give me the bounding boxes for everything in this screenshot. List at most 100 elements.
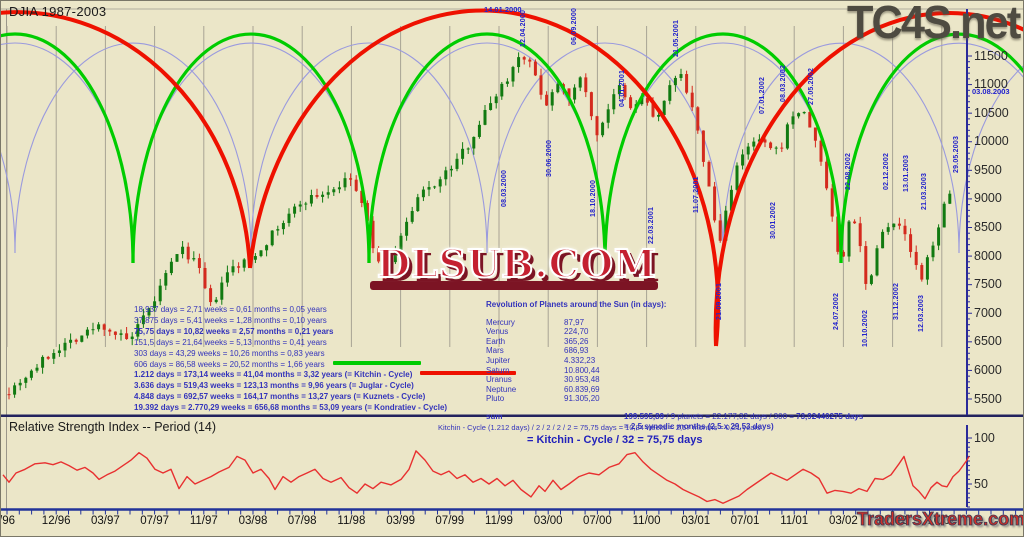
date-annotation-vertical: 11.07.2001 [693,176,700,213]
red-cycle-swatch [420,371,517,376]
red-kitchin-arcs [1,8,1023,347]
date-annotation-vertical: 22.08.2002 [845,152,852,190]
synodic-months-note: = 2,5 synodic months (2,5 x 29,53 days) [624,421,774,431]
cycle-duration-table: 18,937 days = 2,71 weeks = 0,61 months =… [134,305,517,414]
planet-row: Mercury 87,97 [486,318,863,328]
date-annotation-vertical: 24.07.2002 [833,292,840,330]
time-axis-label: 03/98 [238,515,268,527]
price-axis-label: 11000 [974,77,1008,92]
cycle-duration-line: 18,937 days = 2,71 weeks = 0,61 months =… [134,305,327,314]
cycle-duration-line: 303 days = 43,29 weeks = 10,26 months = … [134,348,325,358]
watermark-underline-bar [370,281,658,290]
time-axis-label: 03/02 [829,515,858,527]
planet-name: Mercury [486,317,515,327]
price-axis-label: 8000 [974,248,1002,263]
planet-name: Mars [486,346,504,356]
planet-period-days: 60.839,69 [564,384,600,394]
date-annotation-vertical: 04.01.2001 [619,69,626,107]
rsi-axis-label: 50 [974,476,988,491]
time-axis-label: 07/99 [435,515,465,527]
cycle-duration-line: 1.212 days = 173,14 weeks = 41,04 months… [134,370,517,381]
time-axis-label: 11/01 [780,515,809,527]
time-axis-label: 07/98 [287,515,317,527]
rsi-line [2,450,970,504]
time-axis-label: 07/01 [730,515,760,527]
price-axis-label: 9500 [974,162,1002,177]
date-annotation: 14.01.2000 [484,5,522,14]
sum-result: 73,92440275 days [796,411,864,421]
price-axis-label: 10500 [974,105,1009,120]
cycle-duration-line: 37,875 days = 5,41 weeks = 1,28 months =… [134,315,327,325]
time-axis-label: 03/01 [681,515,711,527]
date-annotation-vertical: 06.09.2000 [571,7,578,45]
price-axis-label: 9000 [974,191,1002,206]
kitchin-cycle-formula: = Kitchin - Cycle / 32 = 75,75 days [527,434,703,446]
date-annotation-vertical: 21.03.2003 [921,172,928,210]
time-axis-label: 03/97 [91,515,120,527]
rsi-axis-label: 100 [974,430,995,445]
price-axis-label: 6000 [974,362,1002,377]
price-axis-label: 5500 [974,391,1002,406]
planet-period-days: 686,93 [564,346,589,356]
date-annotation-vertical: 29.05.2003 [953,135,960,173]
cycle-duration-line: 19.392 days = 2.770,29 weeks = 656,68 mo… [134,403,448,413]
date-annotation-vertical: 27.05.2002 [808,67,815,105]
time-axis-label: /96 [0,515,15,527]
planet-period-days: 4.332,23 [564,355,596,365]
date-annotation-vertical: 18.10.2000 [590,179,597,217]
date-annotation-vertical: 31.12.2002 [893,282,900,320]
planet-rows: Mercury 87,97 Venus 224,70 Earth 365,26 Mars 68… [486,318,863,404]
planet-revolution-table: Revolution of Planets around the Sun (in… [486,300,863,431]
tc4s-logo: TC4S.net [846,0,1021,48]
price-axis-label: 6500 [974,334,1002,349]
date-annotation-vertical: 13.01.2003 [903,154,910,192]
sum-label: sum [486,411,503,421]
time-axis-label: 12/96 [41,515,71,527]
planet-name: Venus [486,327,509,337]
time-axis-label: 11/99 [485,515,513,527]
cycle-duration-line: 75,75 days = 10,82 weeks = 2,57 months =… [134,326,334,336]
planet-period-days: 87,97 [564,317,585,327]
date-annotation-vertical: 30.01.2002 [770,201,777,239]
planet-row: Neptune 60.839,69 [486,385,863,395]
planet-period-days: 30.953,48 [564,375,600,385]
planet-name: Pluto [486,394,505,404]
time-axis-label: 11/98 [337,515,366,527]
sum-total: 199.595,89 [624,411,665,421]
planet-row: Jupiter 4.332,23 [486,356,863,366]
time-axis-label: 10/02 [927,515,957,527]
dlsub-watermark: DLSUB.COM [376,240,657,287]
time-axis-label: 11/97 [189,515,218,527]
price-axis-label: 10000 [974,134,1009,149]
date-annotation-vertical: 21.05.2001 [673,19,680,57]
time-axis-label: 03/00 [533,515,563,527]
time-axis-label: 07/97 [140,515,169,527]
planet-row: Earth 365,26 [486,337,863,347]
grid [6,26,943,347]
time-axis-label: 07/02 [878,515,907,527]
kitchin-cycle-note: Kitchin - Cycle (1.212 days) / 2 / 2 / 2… [438,423,761,432]
axes [1,9,1023,515]
price-axis-label: 11500 [974,48,1008,63]
planet-sum-row: sum 199.595,89 / 9 planets = 22.177,32 da… [486,412,863,422]
tradersxtreme-watermark: TradersXtreme.com [857,509,1024,530]
planet-row: Venus 224,70 [486,327,863,337]
green-cycle-swatch [332,360,421,365]
time-axis-label: 07/00 [583,515,612,527]
planet-table-title: Revolution of Planets around the Sun (in… [486,300,667,309]
planet-name: Neptune [486,384,517,394]
chart-date: 03.08.2003 [972,87,1010,96]
date-annotation-vertical: 12.03.2003 [918,294,925,332]
date-annotation-vertical: 02.12.2002 [883,152,890,190]
cycle-duration-line: 4.848 days = 692,57 weeks = 164,17 month… [134,392,426,402]
planet-period-days: 91.305,20 [564,394,600,404]
date-annotation-vertical: 10.10.2002 [862,309,869,347]
planet-period-days: 10.800,44 [564,365,600,375]
date-annotation-vertical: 22.03.2001 [648,206,655,244]
time-axis-label: 03/99 [386,515,415,527]
rsi-panel-title: Relative Strength Index -- Period (14) [9,420,217,434]
planet-name: Saturn [486,365,510,375]
green-cycle-arcs [1,32,1023,264]
